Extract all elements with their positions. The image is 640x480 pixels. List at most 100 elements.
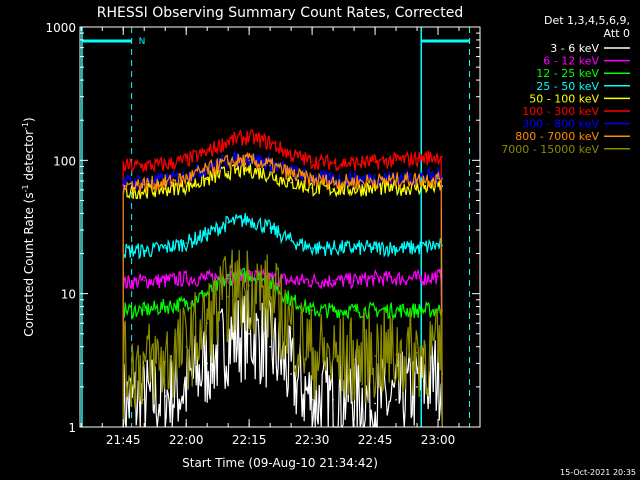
- series-path: [122, 249, 443, 428]
- data-point: [416, 176, 418, 178]
- data-point: [290, 173, 292, 175]
- data-point: [185, 242, 187, 244]
- data-point: [332, 161, 334, 164]
- data-point: [395, 399, 397, 401]
- data-point: [290, 373, 292, 375]
- data-point: [227, 171, 229, 173]
- data-point: [311, 247, 313, 249]
- data-point: [143, 183, 145, 186]
- data-point: [122, 181, 124, 184]
- legend-label: 25 - 50 keV: [536, 80, 599, 93]
- data-point: [437, 185, 439, 187]
- data-point: [227, 222, 229, 224]
- data-point: [185, 159, 187, 162]
- data-point: [374, 355, 376, 357]
- data-point: [227, 295, 229, 298]
- night-marker-label: N: [139, 37, 146, 47]
- data-point: [206, 178, 208, 181]
- data-point: [122, 165, 124, 168]
- data-point: [416, 277, 418, 280]
- data-point: [353, 162, 355, 165]
- x-tick-label: 22:30: [295, 433, 330, 447]
- y-tick-label: 100: [53, 154, 76, 168]
- data-point: [332, 358, 334, 361]
- y-tick-label: 1: [68, 421, 76, 435]
- series-path: [122, 267, 443, 428]
- data-point: [416, 178, 418, 181]
- chart-title: RHESSI Observing Summary Count Rates, Co…: [97, 5, 463, 21]
- data-point: [437, 244, 439, 247]
- data-point: [353, 279, 355, 282]
- x-tick-label: 23:00: [421, 433, 456, 447]
- data-point: [164, 360, 166, 363]
- data-point: [122, 184, 124, 187]
- data-point: [374, 177, 376, 180]
- data-point: [227, 161, 229, 163]
- data-point: [206, 322, 208, 325]
- data-point: [374, 402, 376, 405]
- legend-label: 3 - 6 keV: [550, 42, 599, 55]
- data-point: [395, 277, 397, 280]
- data-point: [374, 277, 376, 280]
- data-point: [353, 247, 355, 249]
- x-tick-label: 22:00: [169, 433, 204, 447]
- data-point: [206, 277, 208, 280]
- data-point: [227, 275, 229, 278]
- data-point: [332, 247, 334, 249]
- data-point: [185, 345, 187, 348]
- series-layer: [122, 128, 444, 429]
- y-tick-label: 10: [61, 288, 76, 302]
- data-point: [290, 327, 292, 330]
- data-point: [143, 309, 145, 312]
- data-point: [269, 227, 271, 229]
- legend-label: 6 - 12 keV: [543, 55, 599, 68]
- axes: 1 10 100 1000 21:45 22:00 22:15 22:30 22:45 23:00: [45, 21, 481, 447]
- data-point: [395, 187, 397, 189]
- data-point: [248, 159, 250, 162]
- data-point: [311, 352, 313, 354]
- legend-label: 300 - 800 keV: [522, 118, 599, 131]
- data-point: [416, 157, 418, 160]
- data-point: [164, 181, 166, 184]
- x-tick-label: 21:45: [106, 433, 141, 447]
- data-point: [164, 188, 166, 190]
- data-point: [206, 151, 208, 153]
- legend-label: 50 - 100 keV: [529, 92, 599, 105]
- series-path: [122, 161, 443, 428]
- data-point: [353, 358, 355, 361]
- data-point: [374, 180, 376, 182]
- data-point: [269, 173, 271, 176]
- data-point: [164, 247, 166, 249]
- data-point: [441, 155, 444, 158]
- legend-label: 100 - 300 keV: [522, 105, 599, 118]
- data-point: [164, 163, 166, 166]
- data-point: [416, 352, 418, 354]
- data-point: [416, 309, 418, 312]
- data-point: [227, 140, 229, 142]
- data-point: [248, 218, 250, 221]
- data-point: [311, 179, 313, 181]
- data-point: [164, 279, 166, 282]
- data-point: [269, 142, 271, 144]
- data-point: [143, 279, 145, 282]
- data-point: [332, 279, 334, 282]
- data-point: [416, 186, 418, 188]
- data-point: [269, 299, 271, 301]
- data-point: [395, 247, 397, 249]
- data-point: [185, 302, 187, 304]
- data-point: [374, 247, 376, 249]
- series-path: [122, 151, 443, 428]
- data-point: [248, 136, 250, 138]
- data-point: [185, 386, 187, 388]
- data-point: [437, 155, 439, 158]
- data-point: [290, 154, 292, 156]
- saa-night-markers: N: [81, 27, 471, 427]
- data-point: [353, 188, 355, 190]
- y-tick-label: 1000: [45, 21, 76, 35]
- data-point: [269, 164, 271, 166]
- data-point: [437, 177, 439, 180]
- x-tick-label: 22:45: [358, 433, 393, 447]
